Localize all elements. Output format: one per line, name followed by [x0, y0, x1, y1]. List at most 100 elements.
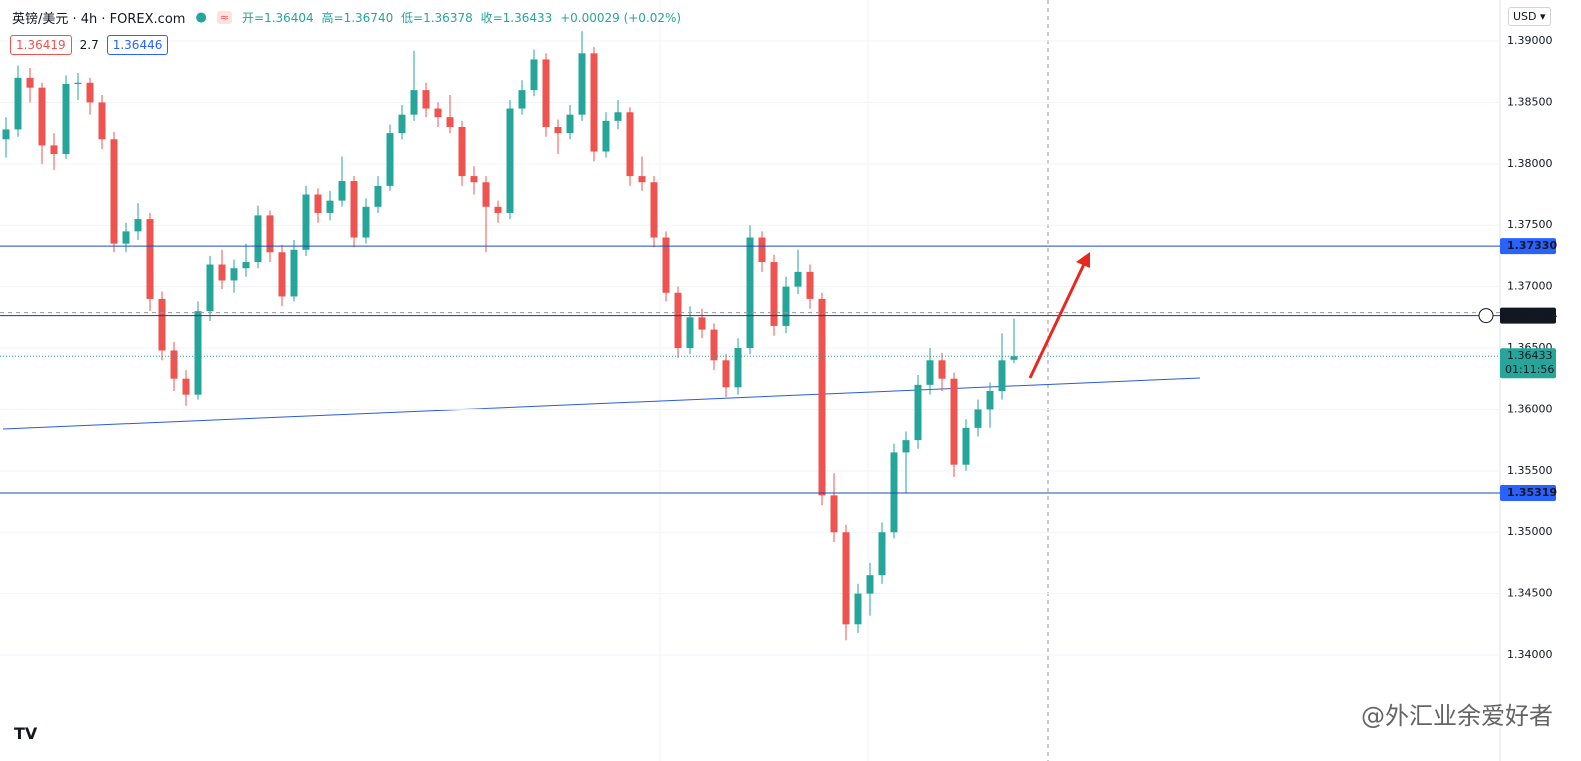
candle-body: [494, 206, 502, 213]
candle-body: [818, 298, 826, 496]
candle-body: [686, 317, 694, 349]
candle-body: [26, 77, 34, 88]
last-price-bg: [1500, 348, 1556, 379]
candle-body: [242, 262, 250, 269]
candle-body: [470, 176, 478, 183]
y-tick-label: 1.38500: [1507, 95, 1553, 108]
candle-body: [74, 82, 82, 84]
level-label: 1.35319: [1507, 486, 1557, 499]
candle-body: [710, 329, 718, 361]
candle-body: [890, 452, 898, 533]
candle-body: [62, 83, 70, 154]
currency-select[interactable]: USD ▾: [1508, 7, 1551, 26]
candle-body: [458, 126, 466, 177]
level-label: 1.37330: [1507, 239, 1557, 252]
ohlc-open: 开=1.36404: [242, 11, 314, 25]
y-tick-label: 1.37500: [1507, 218, 1553, 231]
candle-body: [446, 117, 454, 127]
candle-body: [50, 145, 58, 154]
ohlc-close: 收=1.36433: [480, 11, 553, 25]
status-dot: ●: [195, 10, 207, 25]
candle-body: [914, 384, 922, 441]
crosshair-add: [1478, 308, 1494, 324]
y-tick-label: 1.38000: [1507, 157, 1553, 170]
candle-body: [602, 120, 610, 152]
candle-body: [986, 390, 994, 410]
header: 英镑/美元 · 4h · FOREX.com ● ≈ 开=1.36404 高=1…: [12, 8, 685, 27]
ohlc: 开=1.36404 高=1.36740 低=1.36378 收=1.36433 …: [242, 9, 685, 26]
candle-body: [878, 532, 886, 576]
candle-body: [782, 286, 790, 326]
candle-body: [998, 360, 1006, 391]
candle-body: [830, 495, 838, 533]
candle-body: [722, 360, 730, 388]
candle-body: [326, 200, 334, 213]
y-tick-label: 1.35000: [1507, 525, 1553, 538]
candle-body: [110, 139, 118, 244]
candle-body: [926, 360, 934, 385]
candle-body: [734, 348, 742, 388]
sell-box[interactable]: 1.36419: [10, 35, 72, 55]
candle-body: [962, 427, 970, 465]
candle-body: [974, 409, 982, 428]
candle-body: [206, 264, 214, 312]
candle-body: [14, 77, 22, 130]
candle-body: [638, 176, 646, 183]
candle-body: [806, 271, 814, 299]
candle-body: [854, 593, 862, 625]
currency: USD: [1513, 10, 1537, 23]
candle-body: [674, 292, 682, 349]
candle-body: [386, 133, 394, 186]
candle-body: [434, 108, 442, 118]
level-label-bg: [1500, 485, 1556, 502]
candle-body: [794, 271, 802, 287]
candle-body: [542, 59, 550, 127]
logo[interactable]: TV: [14, 724, 38, 743]
candle-body: [590, 53, 598, 152]
y-tick-label: 1.36000: [1507, 402, 1553, 415]
candle-body: [194, 311, 202, 395]
candle-body: [290, 249, 298, 297]
candle-body: [374, 185, 382, 207]
candle-body: [482, 182, 490, 207]
candle-body: [134, 219, 142, 232]
candle-body: [938, 360, 946, 379]
candle-body: [278, 252, 286, 297]
y-tick-label: 1.34000: [1507, 648, 1553, 661]
candle-body: [698, 317, 706, 330]
y-tick-label: 1.39000: [1507, 34, 1553, 47]
candle-body: [614, 112, 622, 121]
candle-body: [626, 112, 634, 177]
candle-body: [650, 182, 658, 238]
candle-body: [86, 82, 94, 103]
candle-body: [122, 231, 130, 244]
y-tick-label: 1.34500: [1507, 587, 1553, 600]
ohlc-low: 低=1.36378: [401, 11, 473, 25]
candle-body: [98, 102, 106, 140]
candle-body: [1010, 356, 1018, 360]
candle-body: [950, 378, 958, 465]
buy-box[interactable]: 1.36446: [106, 35, 169, 55]
spread: 2.7: [79, 38, 99, 52]
candle-body: [2, 129, 10, 140]
candle-body: [254, 215, 262, 263]
badge: ≈: [216, 11, 233, 24]
countdown: 01:11:56: [1505, 363, 1554, 376]
y-tick-label: 1.35500: [1507, 464, 1553, 477]
candle-body: [362, 206, 370, 238]
watermark: @外汇业余爱好者: [1361, 702, 1553, 730]
candle-body: [866, 575, 874, 594]
candle-body: [158, 298, 166, 351]
candle-body: [218, 264, 226, 281]
candle-body: [530, 59, 538, 91]
candle-body: [182, 378, 190, 395]
candle-body: [422, 90, 430, 109]
price-boxes: 1.36419 2.7 1.36446: [10, 35, 169, 55]
arrow-head: [1076, 252, 1090, 268]
y-tick-label: 1.37000: [1507, 280, 1553, 293]
level-label: 1.36764: [1507, 309, 1557, 322]
candle-body: [398, 114, 406, 134]
candle-body: [146, 219, 154, 299]
